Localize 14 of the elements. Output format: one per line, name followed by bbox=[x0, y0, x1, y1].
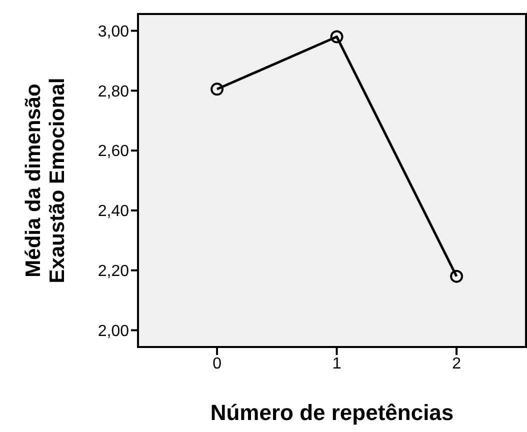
y-tick-label: 2,80 bbox=[98, 83, 130, 100]
y-tick-label: 3,00 bbox=[98, 23, 130, 40]
x-tick-label: 1 bbox=[332, 355, 342, 372]
y-tick-label: 2,60 bbox=[98, 143, 130, 160]
point bbox=[210, 82, 224, 96]
y-tick-label: 2,40 bbox=[98, 203, 130, 220]
y-tick-label: 2,20 bbox=[98, 263, 130, 280]
x-axis-title: Número de repetências bbox=[210, 400, 454, 425]
point bbox=[450, 270, 464, 283]
x-tick-label: 0 bbox=[212, 355, 222, 372]
point bbox=[330, 30, 344, 44]
y-axis-title: Média da dimensão Exaustão Emocional bbox=[22, 78, 69, 284]
y-tick-label: 2,00 bbox=[98, 322, 130, 340]
x-tick-label: 2 bbox=[452, 355, 462, 372]
